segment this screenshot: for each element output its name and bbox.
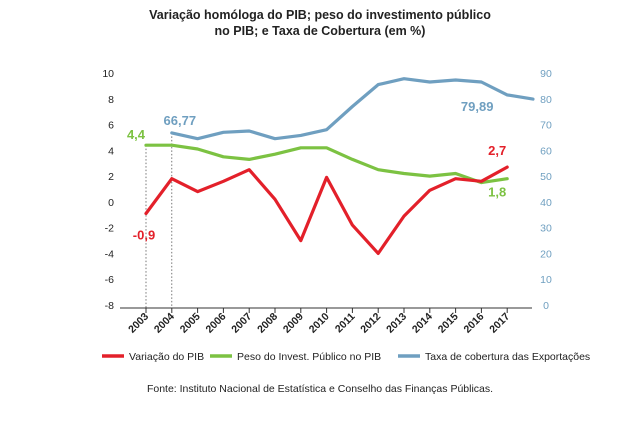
- right-axis-tick-label: 30: [540, 223, 552, 235]
- right-axis-tick-label: 70: [540, 120, 552, 132]
- legend-label: Peso do Invest. Público no PIB: [237, 351, 381, 363]
- x-axis-tick-label: 2003: [126, 311, 151, 336]
- data-label: -0,9: [133, 227, 155, 242]
- left-axis-tick-label: 0: [108, 197, 114, 209]
- legend-label: Variação do PIB: [129, 351, 204, 363]
- chart-data-labels: -0,9 2,7 4,4 1,8 66,77 79,89: [127, 99, 506, 243]
- x-axis-tick-label: 2006: [204, 311, 229, 336]
- x-axis-tick-label: 2012: [358, 311, 383, 336]
- x-axis-tick-label: 2005: [178, 311, 203, 336]
- data-label: 4,4: [127, 127, 146, 142]
- chart-title-line-1: Variação homóloga do PIB; peso do invest…: [149, 8, 491, 22]
- left-axis-tick-label: 6: [108, 120, 114, 132]
- left-axis-tick-label: 10: [102, 68, 114, 80]
- x-axis-tick-label: 2011: [333, 311, 358, 336]
- left-axis-tick-label: -8: [105, 300, 114, 312]
- data-label: 79,89: [461, 99, 494, 114]
- chart-legend: Variação do PIB Peso do Invest. Público n…: [102, 351, 590, 363]
- right-axis-tick-label: 90: [540, 68, 552, 80]
- data-label: 66,77: [164, 113, 197, 128]
- chart-series: [144, 77, 535, 255]
- left-axis-tick-label: -6: [105, 274, 114, 286]
- left-axis-tick-label: -4: [105, 248, 114, 260]
- x-axis-tick-label: 2017: [487, 311, 512, 336]
- x-axis-tick-label: 2010: [307, 311, 332, 336]
- right-axis-tick-label: 80: [540, 94, 552, 106]
- x-axis-tick-label: 2015: [436, 311, 461, 336]
- x-axis-tick-label: 2008: [255, 311, 280, 336]
- source-note: Fonte: Instituto Nacional de Estatística…: [146, 383, 494, 395]
- series-line-taxa-de-cobertura-das-exporta-es: [170, 77, 535, 141]
- x-axis-tick-label: 2016: [462, 311, 487, 336]
- data-label: 2,7: [488, 143, 506, 158]
- x-axis-tick-label: 2013: [384, 311, 409, 336]
- data-label: 1,8: [488, 185, 506, 200]
- series-line-peso-do-invest-p-blico-no-pib: [144, 143, 509, 185]
- x-axis-tick-label: 2014: [410, 311, 435, 336]
- x-axis-tick-label: 2009: [281, 311, 306, 336]
- left-axis-tick-label: 2: [108, 171, 114, 183]
- right-axis-tick-label: 60: [540, 145, 552, 157]
- left-axis-tick-label: 4: [108, 145, 114, 157]
- x-axis-tick-label: 2007: [229, 311, 254, 336]
- chart-title-line-2: no PIB; e Taxa de Cobertura (em %): [214, 24, 426, 38]
- right-axis-tick-label: 50: [540, 171, 552, 183]
- legend-label: Taxa de cobertura das Exportações: [425, 351, 590, 363]
- right-axis-tick-label: 40: [540, 197, 552, 209]
- series-line-varia-o-do-pib: [144, 165, 509, 255]
- right-axis-tick-label: 0: [543, 300, 549, 312]
- left-axis-tick-label: 8: [108, 94, 114, 106]
- right-axis-tick-label: 20: [540, 248, 552, 260]
- x-axis-tick-label: 2004: [152, 311, 177, 336]
- left-axis-tick-label: -2: [105, 223, 114, 235]
- right-axis-tick-label: 10: [540, 274, 552, 286]
